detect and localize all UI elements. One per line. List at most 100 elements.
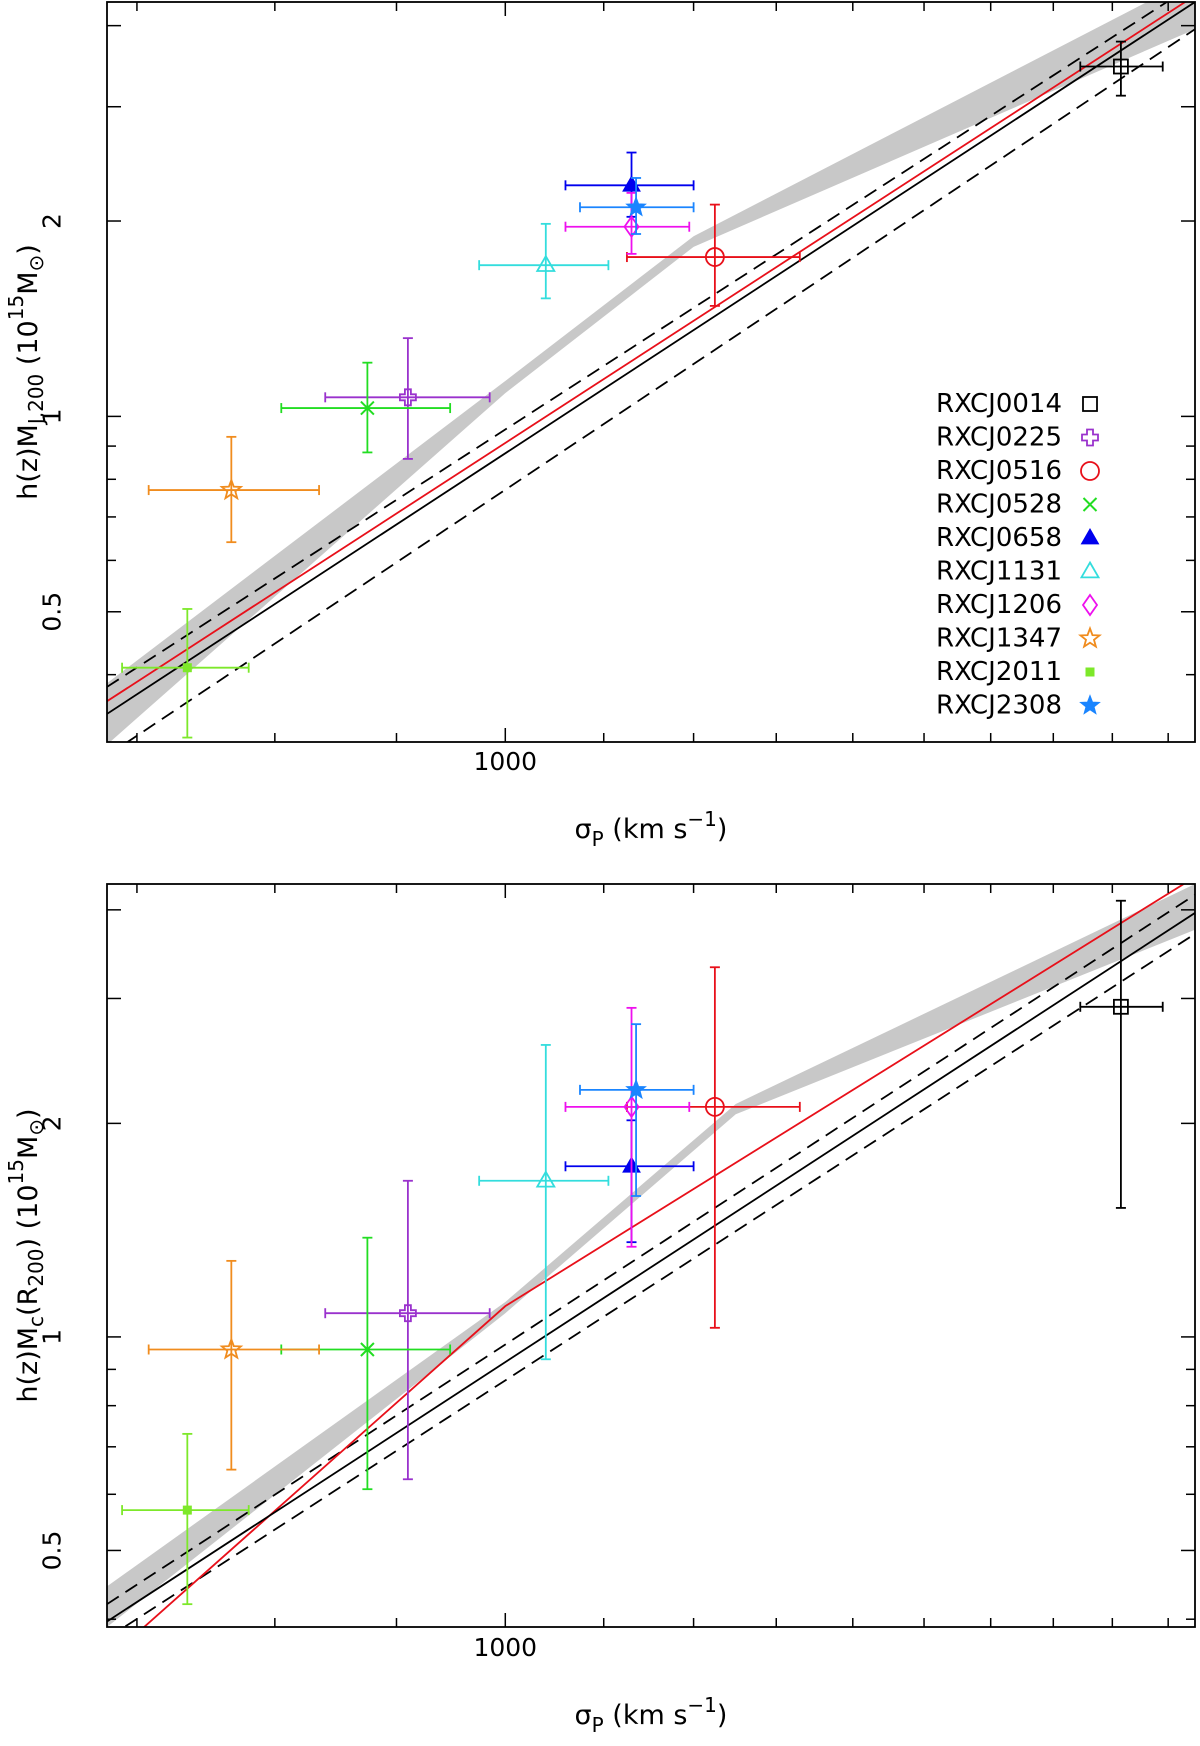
legend-entry-rxcj0658: RXCJ0658 [936,523,1100,553]
confidence-band [107,2,1195,742]
y-axis-title: h(z)MJ,200 (1015M⊙) [4,244,48,500]
y-axis-title-part: 15 [4,1159,28,1184]
red-fit-line [142,884,1186,1627]
x-axis-title: σP (km s−1) [575,1693,728,1737]
y-axis-title-part: h(z)M [13,424,44,500]
data-point-rxcj0225 [324,1179,491,1481]
marker-cross-open [398,1304,417,1323]
y-axis-title-part: M [13,1136,44,1159]
legend-entry-rxcj2308: RXCJ2308 [936,691,1101,721]
plot-area [107,884,1195,1627]
y-axis-title-part: ⊙ [24,255,48,272]
data-point-rxcj2011 [121,608,250,739]
legend-entry-rxcj0014: RXCJ0014 [936,389,1098,419]
legend-label: RXCJ1131 [936,557,1062,587]
y-axis-title-part: ) (10 [13,1184,44,1248]
data-point-rxcj1206 [564,191,691,255]
y-axis-title-part: ) [13,244,44,255]
x-axis-title-superscript: −1 [687,1693,716,1717]
x-axis-title-superscript: −1 [687,807,716,831]
data-point-rxcj1206 [564,1006,691,1248]
legend-marker-triangle-open [1079,560,1101,579]
legend-label: RXCJ0516 [936,456,1062,486]
marker-circle-open [704,1096,725,1117]
data-point-rxcj0516 [626,966,801,1329]
legend-label: RXCJ1347 [936,624,1062,654]
y-axis-title-part: J,200 [24,374,48,426]
data-point-rxcj0014 [1079,899,1164,1209]
marker-square-filled [182,1505,192,1515]
x-axis-title-units: (km s [604,814,688,845]
marker-square-open [1113,58,1129,75]
scatter-lower-dashed-line [125,28,1195,742]
marker-x [360,400,375,416]
data-point-rxcj1131 [478,222,610,300]
legend-label: RXCJ0658 [936,523,1062,553]
legend-marker-square-open [1082,396,1098,412]
x-axis-title-end: ) [717,814,728,845]
data-point-rxcj1131 [478,1044,610,1361]
y-axis-title-part: 200 [24,1248,48,1286]
legend-marker-circle-open [1080,461,1100,481]
plot-area [107,2,1195,742]
marker-star-open [219,1336,244,1360]
marker-triangle-open [535,1169,556,1188]
marker-star-filled [625,1078,647,1100]
y-axis-title-part: ⊙ [24,1119,48,1136]
y-axis-title-part: c [24,1316,48,1327]
data-point-rxcj0528 [280,361,452,454]
marker-cross-open [398,388,417,407]
marker-star-open [219,477,244,501]
x-tick-label: 1000 [473,1633,537,1662]
y-tick-label: 2 [38,213,67,229]
legend-label: RXCJ0225 [936,423,1062,453]
legend-marker-square-filled [1085,667,1095,677]
legend-marker-triangle-filled [1080,527,1100,545]
scatter-upper-dashed-line [107,2,1169,688]
data-point-rxcj2308 [579,1023,695,1197]
legend-marker-diamond-open [1081,593,1099,617]
plot-frame [106,883,1196,1628]
marker-square-open [1113,998,1129,1015]
legend-entry-rxcj0516: RXCJ0516 [936,456,1100,486]
legend-entry-rxcj1206: RXCJ1206 [936,590,1099,620]
marker-x [360,1342,375,1357]
legend-entry-rxcj0225: RXCJ0225 [936,423,1099,453]
data-point-rxcj0014 [1079,40,1164,97]
data-point-rxcj0516 [626,203,801,307]
x-axis-title-end: ) [717,1700,728,1731]
y-axis-title-part: ) [13,1108,44,1119]
marker-star-filled [625,195,647,217]
red-fit-line [107,2,1187,703]
y-tick-label: 1 [38,1329,67,1345]
legend-marker-cross-open [1081,428,1099,447]
marker-circle-open [704,247,725,267]
y-axis-title-part: (R [13,1287,44,1316]
x-tick-label: 1000 [473,747,537,776]
data-point-rxcj1347 [147,435,320,544]
black-fit-line [107,912,1195,1623]
y-axis-title-part: (10 [13,320,44,373]
legend-entry-rxcj0528: RXCJ0528 [936,490,1098,520]
y-tick-label: 0.5 [38,1531,67,1571]
x-axis-title-symbol: σ [575,814,592,845]
y-axis-title-part: 15 [4,295,28,320]
legend-label: RXCJ2308 [936,691,1062,721]
plot-frame [106,1,1196,743]
y-axis-title: h(z)Mc(R200) (1015M⊙) [4,1108,48,1402]
data-point-rxcj1347 [147,1259,320,1471]
legend-entry-rxcj2011: RXCJ2011 [936,657,1095,687]
data-point-rxcj2308 [579,177,695,235]
legend-label: RXCJ2011 [936,657,1062,687]
marker-triangle-open [535,254,556,272]
y-axis-title-part: h(z)M [13,1327,44,1403]
x-axis-title-subscript: P [592,827,604,851]
legend-entry-rxcj1131: RXCJ1131 [936,557,1101,587]
legend-label: RXCJ0014 [936,389,1062,419]
x-axis-title-units: (km s [604,1700,688,1731]
scatter-lower-dashed-line [122,933,1195,1627]
